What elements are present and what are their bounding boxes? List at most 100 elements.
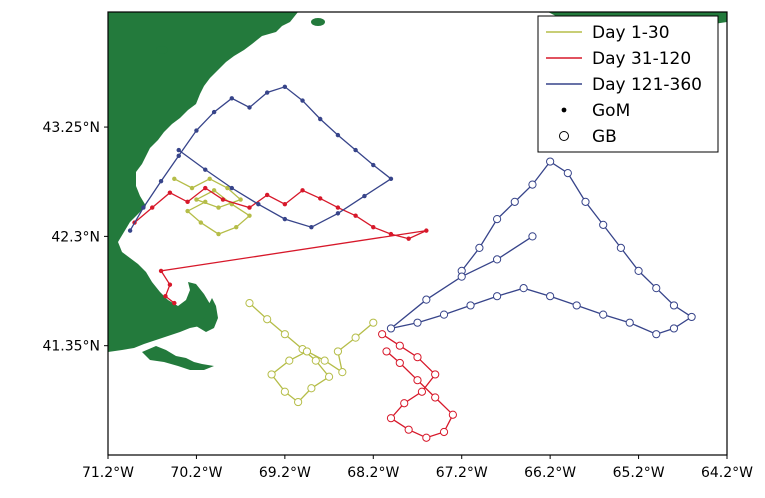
gb-point bbox=[280, 330, 289, 339]
gb-point bbox=[395, 358, 404, 368]
legend-label: Day 31-120 bbox=[592, 49, 691, 69]
gom-point bbox=[176, 147, 181, 153]
gom-point bbox=[362, 193, 367, 199]
track-line-gom-2 bbox=[134, 187, 427, 304]
x-tick-label: 67.2°W bbox=[436, 465, 488, 481]
gom-point bbox=[234, 224, 239, 230]
gom-point bbox=[335, 205, 341, 210]
gom-point bbox=[198, 220, 204, 225]
gom-point bbox=[247, 213, 252, 218]
gb-point bbox=[492, 215, 502, 224]
gom-point bbox=[211, 188, 217, 193]
track-line-gom-4 bbox=[129, 86, 393, 231]
gom-point bbox=[256, 201, 261, 207]
gb-point bbox=[687, 312, 696, 322]
gb-point bbox=[599, 310, 608, 319]
legend-label: GoM bbox=[592, 101, 630, 121]
gb-point bbox=[599, 220, 608, 229]
gom-point bbox=[229, 96, 234, 101]
gom-point bbox=[229, 185, 234, 191]
maine-coast-land bbox=[108, 12, 298, 352]
gom-point bbox=[172, 176, 177, 182]
x-tick-label: 68.2°W bbox=[347, 465, 399, 481]
gb-point bbox=[333, 347, 343, 356]
gom-point bbox=[150, 205, 155, 210]
gb-point bbox=[439, 310, 449, 319]
gom-point bbox=[163, 294, 168, 299]
x-tick-label: 69.2°W bbox=[259, 465, 311, 481]
gom-point bbox=[282, 84, 288, 89]
plot-frame bbox=[107, 11, 728, 456]
gb-point bbox=[294, 397, 303, 407]
gom-point bbox=[225, 185, 230, 191]
gom-point bbox=[318, 196, 323, 201]
gb-point bbox=[422, 295, 431, 304]
gb-point bbox=[382, 347, 391, 356]
gom-point bbox=[388, 231, 394, 237]
gom-point bbox=[141, 205, 146, 210]
gb-point bbox=[386, 324, 396, 333]
gom-point bbox=[185, 208, 190, 214]
gom-point bbox=[194, 197, 199, 202]
gom-point bbox=[282, 201, 288, 207]
gb-point bbox=[652, 284, 661, 293]
gom-point bbox=[203, 185, 208, 191]
gb-point bbox=[422, 433, 431, 442]
gb-point bbox=[475, 243, 484, 252]
gb-point bbox=[528, 232, 537, 241]
gom-point bbox=[264, 90, 270, 95]
track-line-gb-5 bbox=[390, 160, 693, 335]
small-island-land bbox=[156, 46, 168, 54]
legend: Day 1-30 Day 31-120 Day 121-360 GoM GB bbox=[537, 15, 719, 153]
x-tick-label: 70.2°W bbox=[170, 465, 222, 481]
x-tick-label: 64.2°W bbox=[701, 465, 753, 481]
gb-point bbox=[400, 399, 409, 408]
gb-point bbox=[669, 301, 679, 310]
gom-point bbox=[185, 199, 190, 205]
gb-point bbox=[519, 284, 528, 293]
gom-point bbox=[300, 188, 305, 193]
gb-point bbox=[307, 384, 316, 393]
gom-point bbox=[238, 197, 243, 202]
gb-point bbox=[311, 356, 320, 365]
gom-point bbox=[207, 176, 212, 182]
gom-point bbox=[335, 132, 341, 138]
drift-tracks bbox=[127, 84, 696, 442]
gom-point bbox=[203, 199, 208, 205]
gb-point bbox=[466, 301, 475, 310]
x-tick-label: 66.2°W bbox=[524, 465, 576, 481]
y-tick-label: 41.35°N bbox=[42, 339, 100, 355]
y-tick-label: 43.25°N bbox=[42, 120, 100, 136]
legend-label: GB bbox=[592, 127, 617, 147]
gom-point bbox=[167, 190, 173, 195]
gb-point bbox=[492, 255, 502, 264]
gb-point bbox=[413, 353, 422, 362]
legend-label: Day 1-30 bbox=[592, 23, 670, 43]
gom-point bbox=[189, 185, 195, 191]
gb-point bbox=[267, 370, 276, 379]
gb-point bbox=[546, 292, 555, 301]
gb-point bbox=[395, 341, 404, 350]
gom-point bbox=[264, 192, 270, 198]
gom-point bbox=[335, 211, 341, 216]
legend-swatch-dot bbox=[561, 107, 567, 113]
gb-point bbox=[457, 272, 466, 281]
gom-point bbox=[318, 116, 323, 122]
gom-point bbox=[216, 205, 221, 210]
gom-point bbox=[211, 109, 217, 115]
y-tick-label: 42.3°N bbox=[51, 229, 100, 245]
gom-point bbox=[406, 236, 411, 241]
gb-point bbox=[263, 315, 272, 324]
gom-point bbox=[282, 216, 288, 222]
gom-point bbox=[127, 228, 133, 233]
gb-point bbox=[351, 333, 360, 342]
gom-point bbox=[371, 162, 376, 168]
gom-point bbox=[371, 224, 376, 230]
gb-point bbox=[634, 266, 643, 275]
gom-point bbox=[309, 224, 314, 230]
gb-point bbox=[245, 299, 254, 308]
x-axis-ticks: 71.2°W 70.2°W 69.2°W 68.2°W 67.2°W 66.2°W 65.2… bbox=[82, 455, 753, 481]
gb-point bbox=[302, 347, 312, 356]
legend-label: Day 121-360 bbox=[592, 75, 702, 95]
gom-point bbox=[247, 205, 252, 210]
